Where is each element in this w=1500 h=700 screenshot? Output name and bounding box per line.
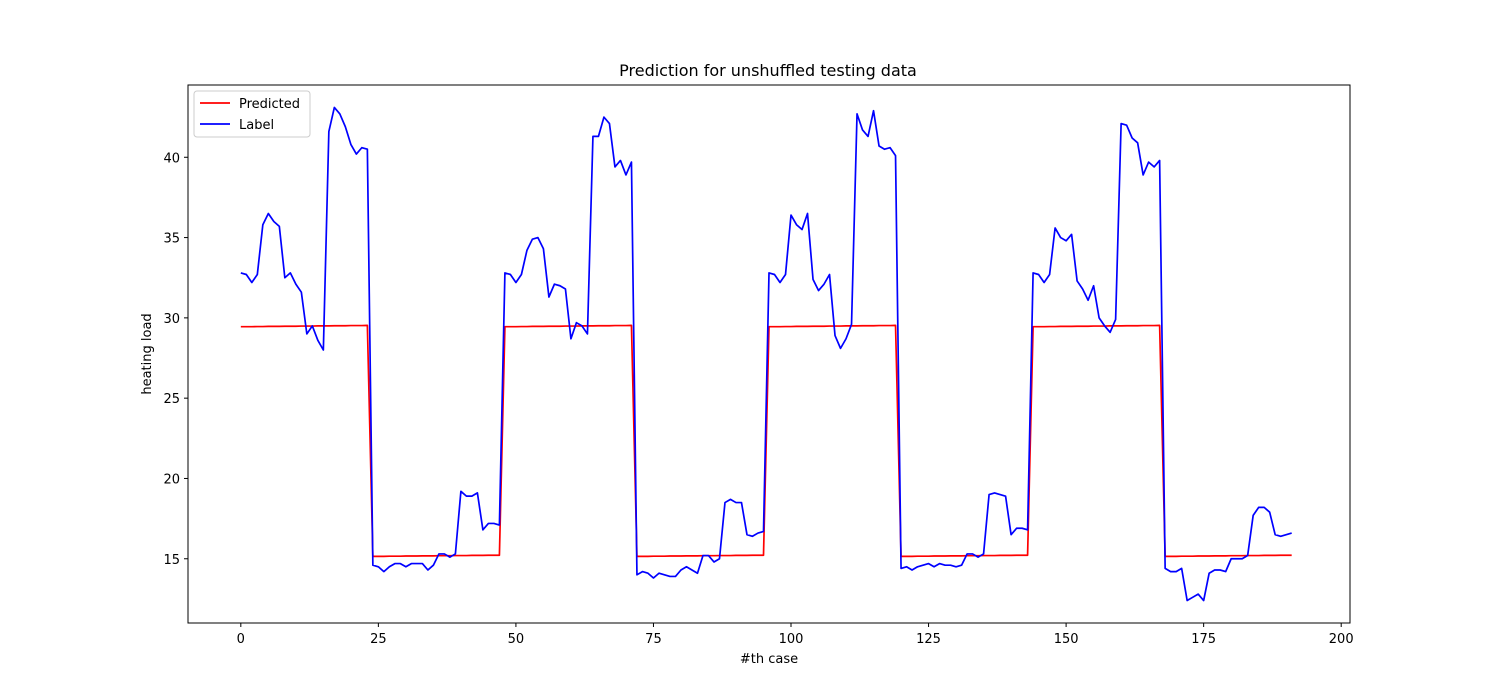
legend: Predicted Label [193,90,311,138]
legend-label-predicted: Predicted [239,97,300,112]
y-tick-label: 20 [163,472,180,487]
y-tick-label: 35 [163,232,180,247]
x-tick-label: 125 [916,632,941,647]
y-axis-ticks: 15 20 25 30 35 40 [163,151,188,568]
axes-frame [187,84,1351,624]
series-line-label [240,106,1292,602]
x-axis-label: #th case [740,652,798,667]
x-tick-label: 175 [1191,632,1216,647]
series-layer [240,106,1292,602]
x-tick-label: 200 [1329,632,1354,647]
y-tick-label: 25 [163,392,180,407]
y-tick-label: 40 [163,151,180,166]
y-tick-label: 15 [163,553,180,568]
x-tick-label: 50 [508,632,525,647]
x-axis-ticks: 0 25 50 75 100 125 150 175 200 [237,623,1354,647]
plot-area [187,84,1351,624]
chart-title: Prediction for unshuffled testing data [619,61,917,80]
x-tick-label: 75 [645,632,662,647]
x-tick-label: 25 [370,632,387,647]
x-tick-label: 0 [237,632,245,647]
y-tick-label: 30 [163,312,180,327]
x-tick-label: 150 [1054,632,1079,647]
y-axis-label: heating load [140,313,155,394]
legend-label-label: Label [239,118,274,133]
x-tick-label: 100 [779,632,804,647]
